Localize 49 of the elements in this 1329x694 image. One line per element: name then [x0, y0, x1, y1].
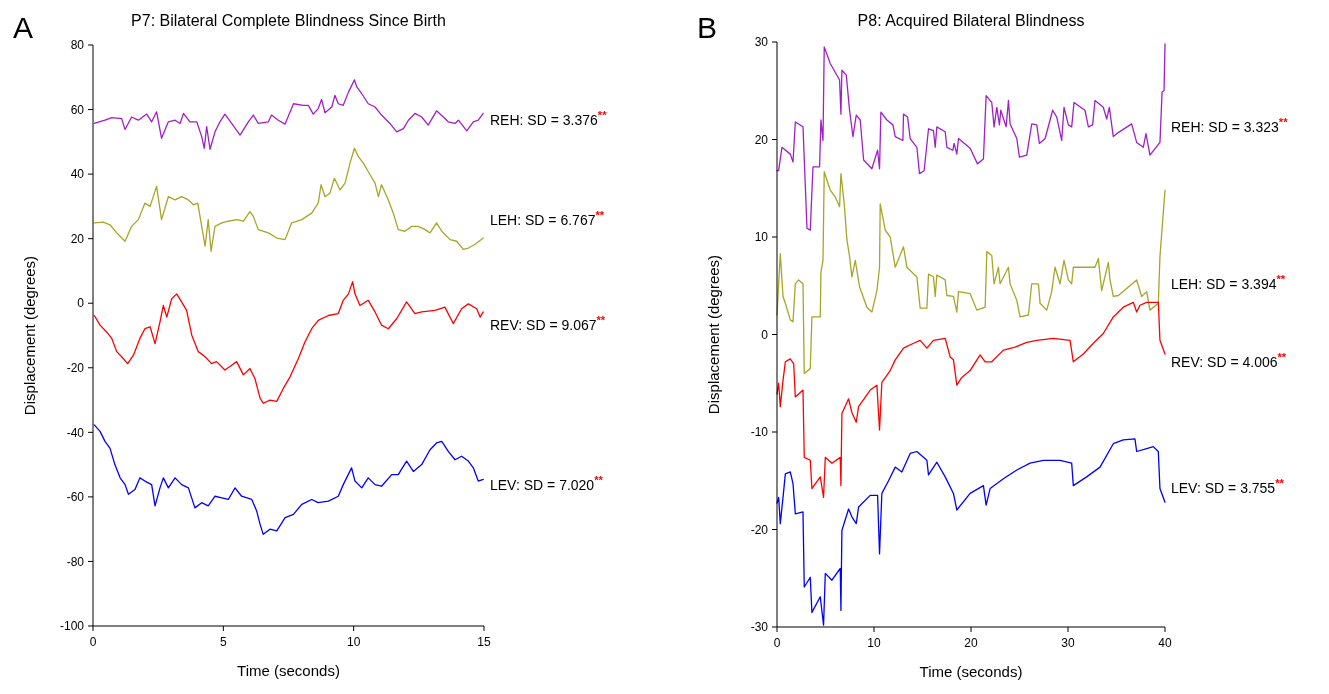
- y-tick-label: 30: [754, 35, 769, 50]
- series-label: LEH: SD = 6.767$^{**}$: [490, 208, 605, 228]
- y-tick-label: 10: [754, 230, 769, 245]
- x-tick-label: 10: [346, 635, 361, 649]
- x-tick-label: 40: [1158, 636, 1172, 650]
- line-series: [93, 424, 484, 535]
- y-tick-label: -60: [66, 490, 85, 505]
- line-series: [93, 147, 484, 252]
- x-tick-label: 0: [773, 636, 781, 650]
- line-series: [776, 301, 1166, 498]
- y-tick-label: 0: [77, 296, 85, 311]
- line-series: [93, 280, 484, 404]
- y-tick-label: -20: [750, 522, 769, 537]
- series-label: REH: SD = 3.323$^{**}$: [1171, 115, 1289, 135]
- line-series: [776, 43, 1166, 231]
- y-tick-label: 40: [70, 167, 85, 182]
- y-tick-label: -10: [750, 425, 769, 440]
- x-tick-label: 5: [219, 635, 227, 649]
- series-label: REV: SD = 4.006$^{**}$: [1171, 350, 1287, 370]
- x-tick-label: 15: [477, 635, 491, 649]
- y-tick-label: -40: [66, 425, 85, 440]
- line-series: [776, 171, 1166, 375]
- series-label: LEV: SD = 7.020$^{**}$: [490, 473, 604, 493]
- x-tick-label: 0: [89, 635, 97, 649]
- x-axis-title: Time (seconds): [919, 663, 1023, 680]
- chart-title: P7: Bilateral Complete Blindness Since Birth: [131, 12, 446, 29]
- x-tick-label: 30: [1061, 636, 1075, 650]
- series-label: REH: SD = 3.376$^{**}$: [490, 109, 608, 129]
- y-tick-label: -20: [66, 360, 85, 375]
- line-series: [93, 79, 484, 150]
- y-axis-title: Displacement (degrees): [705, 254, 722, 415]
- y-tick-label: 60: [70, 102, 85, 117]
- y-tick-label: -80: [66, 554, 85, 569]
- y-axis-title: Displacement (degrees): [21, 255, 38, 416]
- chart-title: P8: Acquired Bilateral Blindness: [857, 12, 1085, 29]
- series-label: LEV: SD = 3.755$^{**}$: [1171, 477, 1285, 497]
- y-tick-label: 20: [70, 231, 85, 246]
- x-axis-title: Time (seconds): [237, 662, 340, 679]
- text: B: [697, 11, 718, 44]
- series-label: LEH: SD = 3.394$^{**}$: [1171, 272, 1286, 292]
- series-label: REV: SD = 9.067$^{**}$: [490, 314, 606, 334]
- y-tick-label: 0: [761, 327, 769, 342]
- text: A: [13, 11, 34, 44]
- x-tick-label: 10: [867, 636, 881, 650]
- y-tick-label: 80: [70, 38, 85, 53]
- x-tick-label: 20: [964, 636, 978, 650]
- y-tick-label: 20: [754, 132, 769, 147]
- y-tick-label: -30: [750, 620, 769, 635]
- y-tick-label: -100: [59, 619, 85, 634]
